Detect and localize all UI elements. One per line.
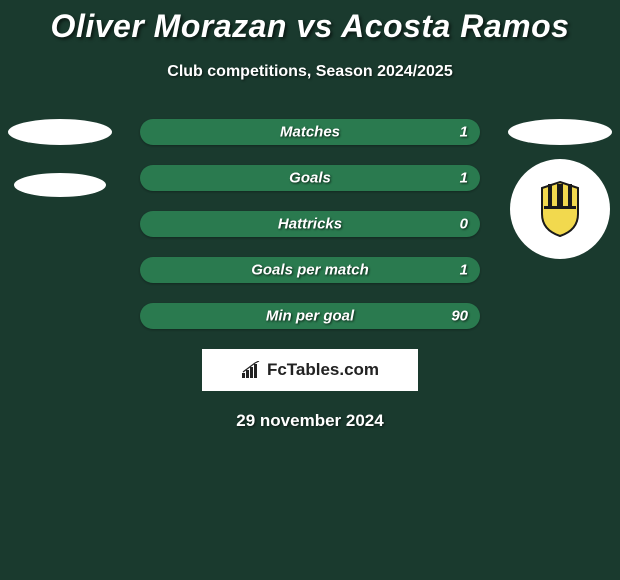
comparison-chart: Matches 1 Goals 1 Hattricks 0 Goals per … <box>0 119 620 329</box>
stat-bar: Matches 1 <box>140 119 480 145</box>
stat-label: Hattricks <box>278 216 342 233</box>
player-avatar-placeholder <box>8 119 112 145</box>
stat-label: Goals <box>289 170 331 187</box>
stat-value-right: 1 <box>460 262 468 279</box>
club-avatar-placeholder <box>14 173 106 197</box>
stat-value-right: 1 <box>460 170 468 187</box>
date-label: 29 november 2024 <box>0 411 620 431</box>
stat-value-right: 90 <box>451 308 468 325</box>
stat-bars: Matches 1 Goals 1 Hattricks 0 Goals per … <box>140 119 480 329</box>
club-badge <box>510 159 610 259</box>
shield-icon <box>536 180 584 238</box>
stat-value-right: 1 <box>460 124 468 141</box>
stat-bar: Goals 1 <box>140 165 480 191</box>
stat-label: Matches <box>280 124 340 141</box>
player-avatar-placeholder <box>508 119 612 145</box>
stat-bar: Goals per match 1 <box>140 257 480 283</box>
right-player-avatars <box>500 119 620 259</box>
subtitle: Club competitions, Season 2024/2025 <box>0 63 620 81</box>
stat-bar: Min per goal 90 <box>140 303 480 329</box>
stat-value-right: 0 <box>460 216 468 233</box>
source-logo: FcTables.com <box>202 349 418 391</box>
stat-label: Goals per match <box>251 262 369 279</box>
left-player-avatars <box>0 119 120 197</box>
stat-bar: Hattricks 0 <box>140 211 480 237</box>
stat-label: Min per goal <box>266 308 354 325</box>
page-title: Oliver Morazan vs Acosta Ramos <box>0 0 620 45</box>
bar-chart-icon <box>241 361 261 379</box>
logo-text: FcTables.com <box>267 360 379 380</box>
